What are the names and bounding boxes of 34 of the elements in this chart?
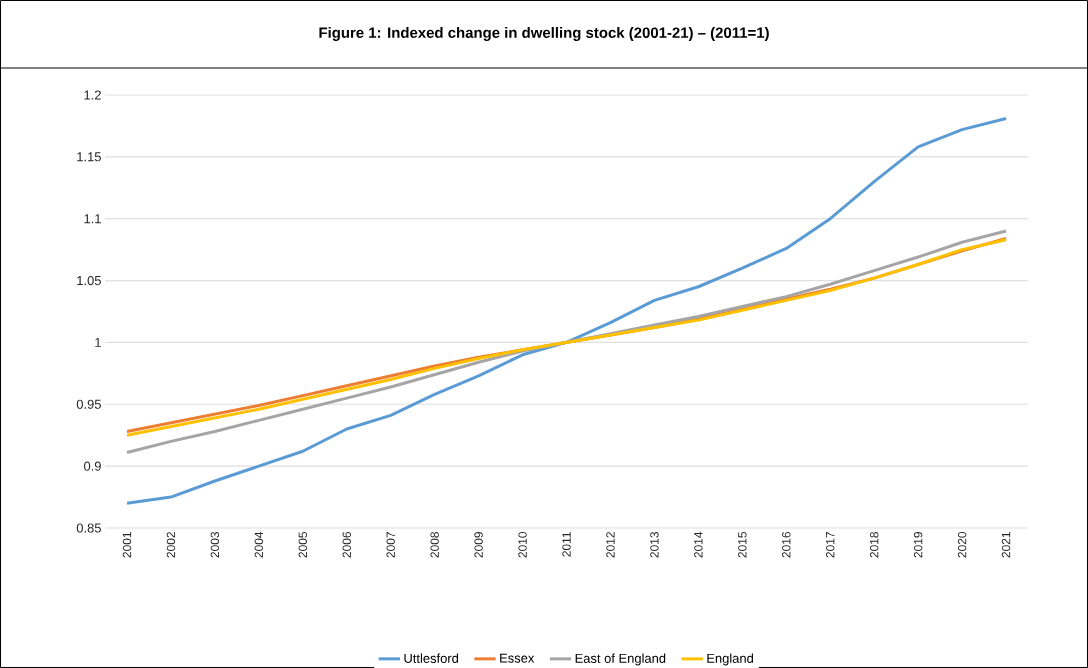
y-tick-label: 0.95 bbox=[76, 399, 101, 409]
y-tick-label: 1.05 bbox=[77, 275, 101, 286]
x-tick-label: 2012 bbox=[606, 532, 615, 558]
x-tick-label: 2008 bbox=[430, 532, 439, 558]
x-tick-label: 2005 bbox=[298, 532, 308, 558]
x-tick-label: 2015 bbox=[738, 532, 747, 558]
x-tick-label: 2001 bbox=[122, 532, 132, 558]
x-tick-label: 2014 bbox=[694, 531, 703, 558]
x-tick-label: 2003 bbox=[210, 532, 220, 558]
x-tick-label: 2021 bbox=[1001, 532, 1011, 558]
y-tick-label: 1.1 bbox=[84, 214, 101, 224]
x-tick-label: 2020 bbox=[957, 531, 967, 558]
y-tick-label: 0.85 bbox=[76, 523, 101, 533]
x-tick-label: 2006 bbox=[342, 532, 351, 558]
x-tick-label: 2007 bbox=[386, 532, 395, 558]
x-tick-label: 2009 bbox=[474, 532, 483, 558]
legend-label: East of England bbox=[575, 653, 666, 666]
y-tick-label: 1.15 bbox=[77, 152, 101, 162]
x-tick-label: 2016 bbox=[782, 532, 791, 558]
x-tick-label: 2002 bbox=[166, 532, 176, 558]
x-tick-label: 2017 bbox=[826, 532, 835, 558]
legend-label: Essex bbox=[500, 653, 535, 663]
x-tick-label: 2013 bbox=[650, 532, 659, 558]
x-tick-label: 2011 bbox=[562, 532, 571, 557]
x-tick-label: 2018 bbox=[869, 532, 879, 558]
y-tick-label: 1 bbox=[95, 337, 101, 347]
chart-title: Figure 1: Indexed change in dwelling stock (2001-21) – (2011=1) bbox=[319, 26, 769, 41]
x-tick-label: 2019 bbox=[913, 532, 923, 558]
y-tick-label: 1.2 bbox=[84, 90, 101, 100]
x-tick-label: 2004 bbox=[254, 531, 264, 558]
legend-label: England bbox=[707, 653, 753, 666]
x-tick-label: 2010 bbox=[518, 531, 527, 558]
y-tick-label: 0.9 bbox=[83, 461, 101, 471]
legend-label: Uttlesford bbox=[404, 653, 459, 663]
